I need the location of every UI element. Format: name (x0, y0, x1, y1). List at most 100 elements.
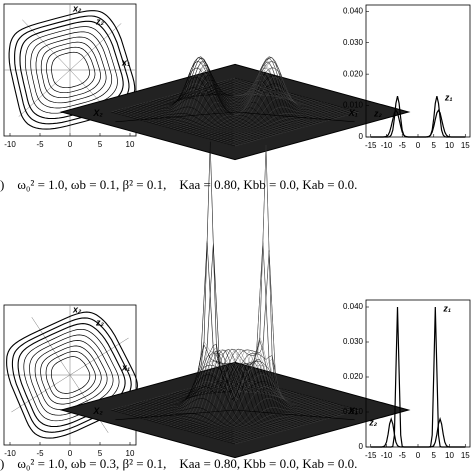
surface-line (123, 108, 248, 143)
surface-line (210, 105, 335, 140)
axis-label: X₁ (348, 108, 358, 118)
surface-line (207, 402, 332, 437)
contour-line (51, 356, 91, 394)
y-tick-label: 0.040 (343, 302, 364, 311)
surface-line (219, 405, 344, 440)
surface-line (135, 104, 260, 140)
y-tick-label: 0 (359, 442, 364, 451)
x-tick-label: -5 (399, 451, 407, 460)
legend-label: z₁ (442, 303, 451, 313)
contour-line (46, 46, 96, 94)
y-tick-label: 0.020 (343, 69, 364, 78)
x-tick-label: 10 (126, 140, 135, 149)
surface-line (154, 344, 279, 433)
axis-label: x₁ (121, 57, 130, 67)
x-tick-label: 5 (98, 449, 103, 458)
surface-line (172, 350, 298, 428)
surface-line (191, 251, 316, 433)
surface-line (110, 409, 236, 445)
x-tick-label: 0 (68, 449, 73, 458)
surface-line (123, 406, 248, 441)
y-tick-label: 0.040 (343, 6, 364, 15)
surface-line (197, 374, 322, 434)
surface-line (228, 408, 353, 443)
surface-line (110, 111, 236, 147)
surface-line (225, 109, 350, 144)
x-tick-label: 0 (68, 140, 73, 149)
surface-line (160, 141, 285, 431)
surface-line (138, 402, 263, 437)
x-tick-label: -5 (36, 449, 44, 458)
x-tick-label: 0 (416, 141, 421, 150)
surface-line (216, 106, 341, 142)
surface-line (114, 110, 239, 146)
axis-rotated (11, 337, 129, 413)
axis-label: x₁ (121, 362, 130, 372)
legend-label: z₁ (444, 93, 453, 103)
surface-line (197, 67, 322, 136)
surface-line (117, 408, 242, 443)
x-tick-label: -15 (365, 451, 377, 460)
legend-label: z₂ (373, 109, 383, 119)
x-tick-label: 5 (432, 141, 437, 150)
axis-label: X₁ (348, 406, 358, 416)
surface-line (138, 97, 263, 139)
x-tick-label: 5 (98, 140, 103, 149)
contour-line (29, 334, 114, 416)
surface-line (120, 407, 245, 442)
x-tick-label: 10 (445, 451, 454, 460)
surface-line (141, 87, 267, 138)
surface-line (222, 406, 347, 441)
legend-label: z₂ (368, 417, 378, 427)
surface-line (135, 402, 260, 438)
surface-line (234, 111, 360, 147)
contour-line (40, 345, 102, 405)
x-tick-label: 15 (461, 141, 470, 150)
surface-line (145, 386, 270, 435)
axis-arrow (234, 111, 355, 123)
surface-line (132, 403, 257, 439)
contour-line (34, 340, 108, 410)
surface-line (117, 110, 242, 145)
surface-line (166, 64, 291, 131)
series-line (370, 306, 466, 448)
surface-line (114, 408, 239, 444)
axis-label: X₂ (92, 406, 103, 416)
x-tick-label: 10 (126, 449, 135, 458)
surface-line (169, 69, 294, 131)
surface-line (176, 69, 301, 130)
y-tick-label: 0.010 (343, 101, 364, 110)
surface-line (157, 56, 282, 134)
surface-line (157, 242, 282, 432)
surface-line (163, 60, 288, 132)
x-tick-label: -10 (4, 449, 16, 458)
y-tick-label: 0.030 (343, 38, 364, 47)
axis-label: X₂ (92, 108, 103, 118)
axis-arrow (234, 409, 355, 421)
surface-line (185, 57, 310, 133)
surface-line (225, 407, 350, 442)
surface-line (210, 403, 335, 438)
contour-line (35, 36, 107, 104)
surface-line (182, 60, 307, 132)
surface-line (182, 336, 307, 430)
surface-line (213, 105, 338, 141)
caption: ) ω₀² = 1.0, ωb = 0.3, β² = 0.1, Kaa = 0… (0, 456, 357, 471)
x-tick-label: 15 (461, 451, 470, 460)
axis-label: x₂ (72, 3, 82, 13)
contour-line (40, 41, 101, 99)
surface-line (151, 364, 276, 434)
surface-line (228, 110, 353, 145)
y-tick-label: 0.030 (343, 337, 364, 346)
x-tick-label: 0 (416, 451, 421, 460)
surface-line (219, 107, 344, 142)
surface-line (172, 74, 298, 130)
surface-line (216, 404, 341, 440)
contour-line (30, 31, 113, 109)
y-tick-label: 0 (359, 132, 364, 141)
axis-arrow (115, 409, 236, 421)
contour-line (51, 51, 90, 89)
x-tick-label: -10 (381, 451, 393, 460)
surface-line (185, 240, 310, 431)
x-tick-label: -15 (365, 141, 377, 150)
